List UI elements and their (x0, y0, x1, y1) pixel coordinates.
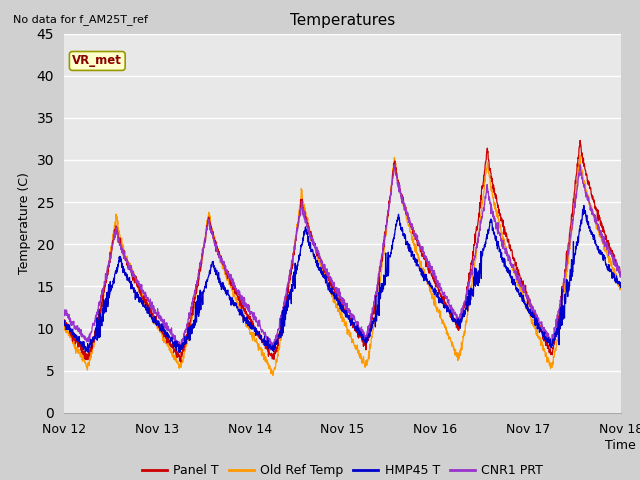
Legend: Panel T, Old Ref Temp, HMP45 T, CNR1 PRT: Panel T, Old Ref Temp, HMP45 T, CNR1 PRT (137, 459, 548, 480)
X-axis label: Time: Time (605, 439, 636, 452)
Text: VR_met: VR_met (72, 54, 122, 68)
Title: Temperatures: Temperatures (290, 13, 395, 28)
Text: No data for f_AM25T_ref: No data for f_AM25T_ref (13, 14, 148, 25)
Y-axis label: Temperature (C): Temperature (C) (18, 172, 31, 274)
